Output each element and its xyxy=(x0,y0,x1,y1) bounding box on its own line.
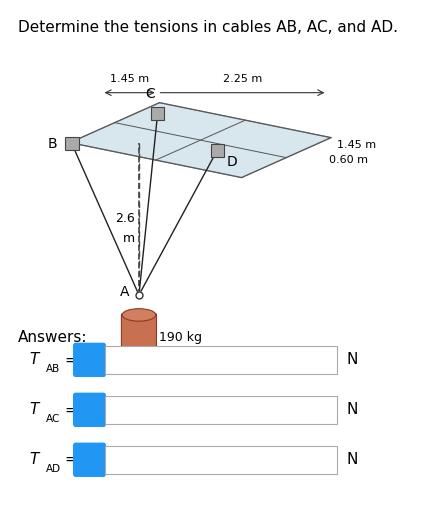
FancyBboxPatch shape xyxy=(73,393,105,426)
Bar xyxy=(151,107,164,120)
FancyBboxPatch shape xyxy=(105,346,336,374)
Text: i: i xyxy=(87,402,92,417)
FancyBboxPatch shape xyxy=(73,343,105,376)
Polygon shape xyxy=(70,103,330,178)
Text: i: i xyxy=(87,352,92,367)
Text: T: T xyxy=(29,452,38,467)
Text: =: = xyxy=(64,352,77,367)
Text: m: m xyxy=(123,232,135,245)
Text: Determine the tensions in cables AB, AC, and AD.: Determine the tensions in cables AB, AC,… xyxy=(18,20,397,35)
Text: AD: AD xyxy=(46,464,61,474)
Text: =: = xyxy=(64,402,77,417)
Ellipse shape xyxy=(122,309,155,321)
Text: N: N xyxy=(345,452,357,467)
Text: C: C xyxy=(145,87,155,101)
Ellipse shape xyxy=(122,354,155,366)
Bar xyxy=(210,143,224,157)
Text: =: = xyxy=(64,452,77,467)
Text: B: B xyxy=(47,137,57,150)
Text: Answers:: Answers: xyxy=(18,330,87,345)
FancyBboxPatch shape xyxy=(121,314,156,361)
Text: N: N xyxy=(345,352,357,367)
Text: AB: AB xyxy=(46,364,60,374)
Text: 1.45 m: 1.45 m xyxy=(110,74,149,84)
FancyBboxPatch shape xyxy=(73,443,105,476)
Text: A: A xyxy=(120,285,129,299)
Text: 2.25 m: 2.25 m xyxy=(222,74,262,84)
Text: N: N xyxy=(345,402,357,417)
FancyBboxPatch shape xyxy=(105,396,336,424)
Text: D: D xyxy=(226,155,237,169)
Text: T: T xyxy=(29,402,38,417)
Text: 0.60 m: 0.60 m xyxy=(329,155,367,165)
Text: 1.45 m: 1.45 m xyxy=(336,140,375,150)
Text: AC: AC xyxy=(46,414,60,424)
Bar xyxy=(65,137,78,150)
Text: T: T xyxy=(29,352,38,367)
FancyBboxPatch shape xyxy=(105,446,336,474)
Text: i: i xyxy=(87,452,92,467)
Text: 190 kg: 190 kg xyxy=(159,331,202,344)
Text: 2.6: 2.6 xyxy=(115,212,135,225)
